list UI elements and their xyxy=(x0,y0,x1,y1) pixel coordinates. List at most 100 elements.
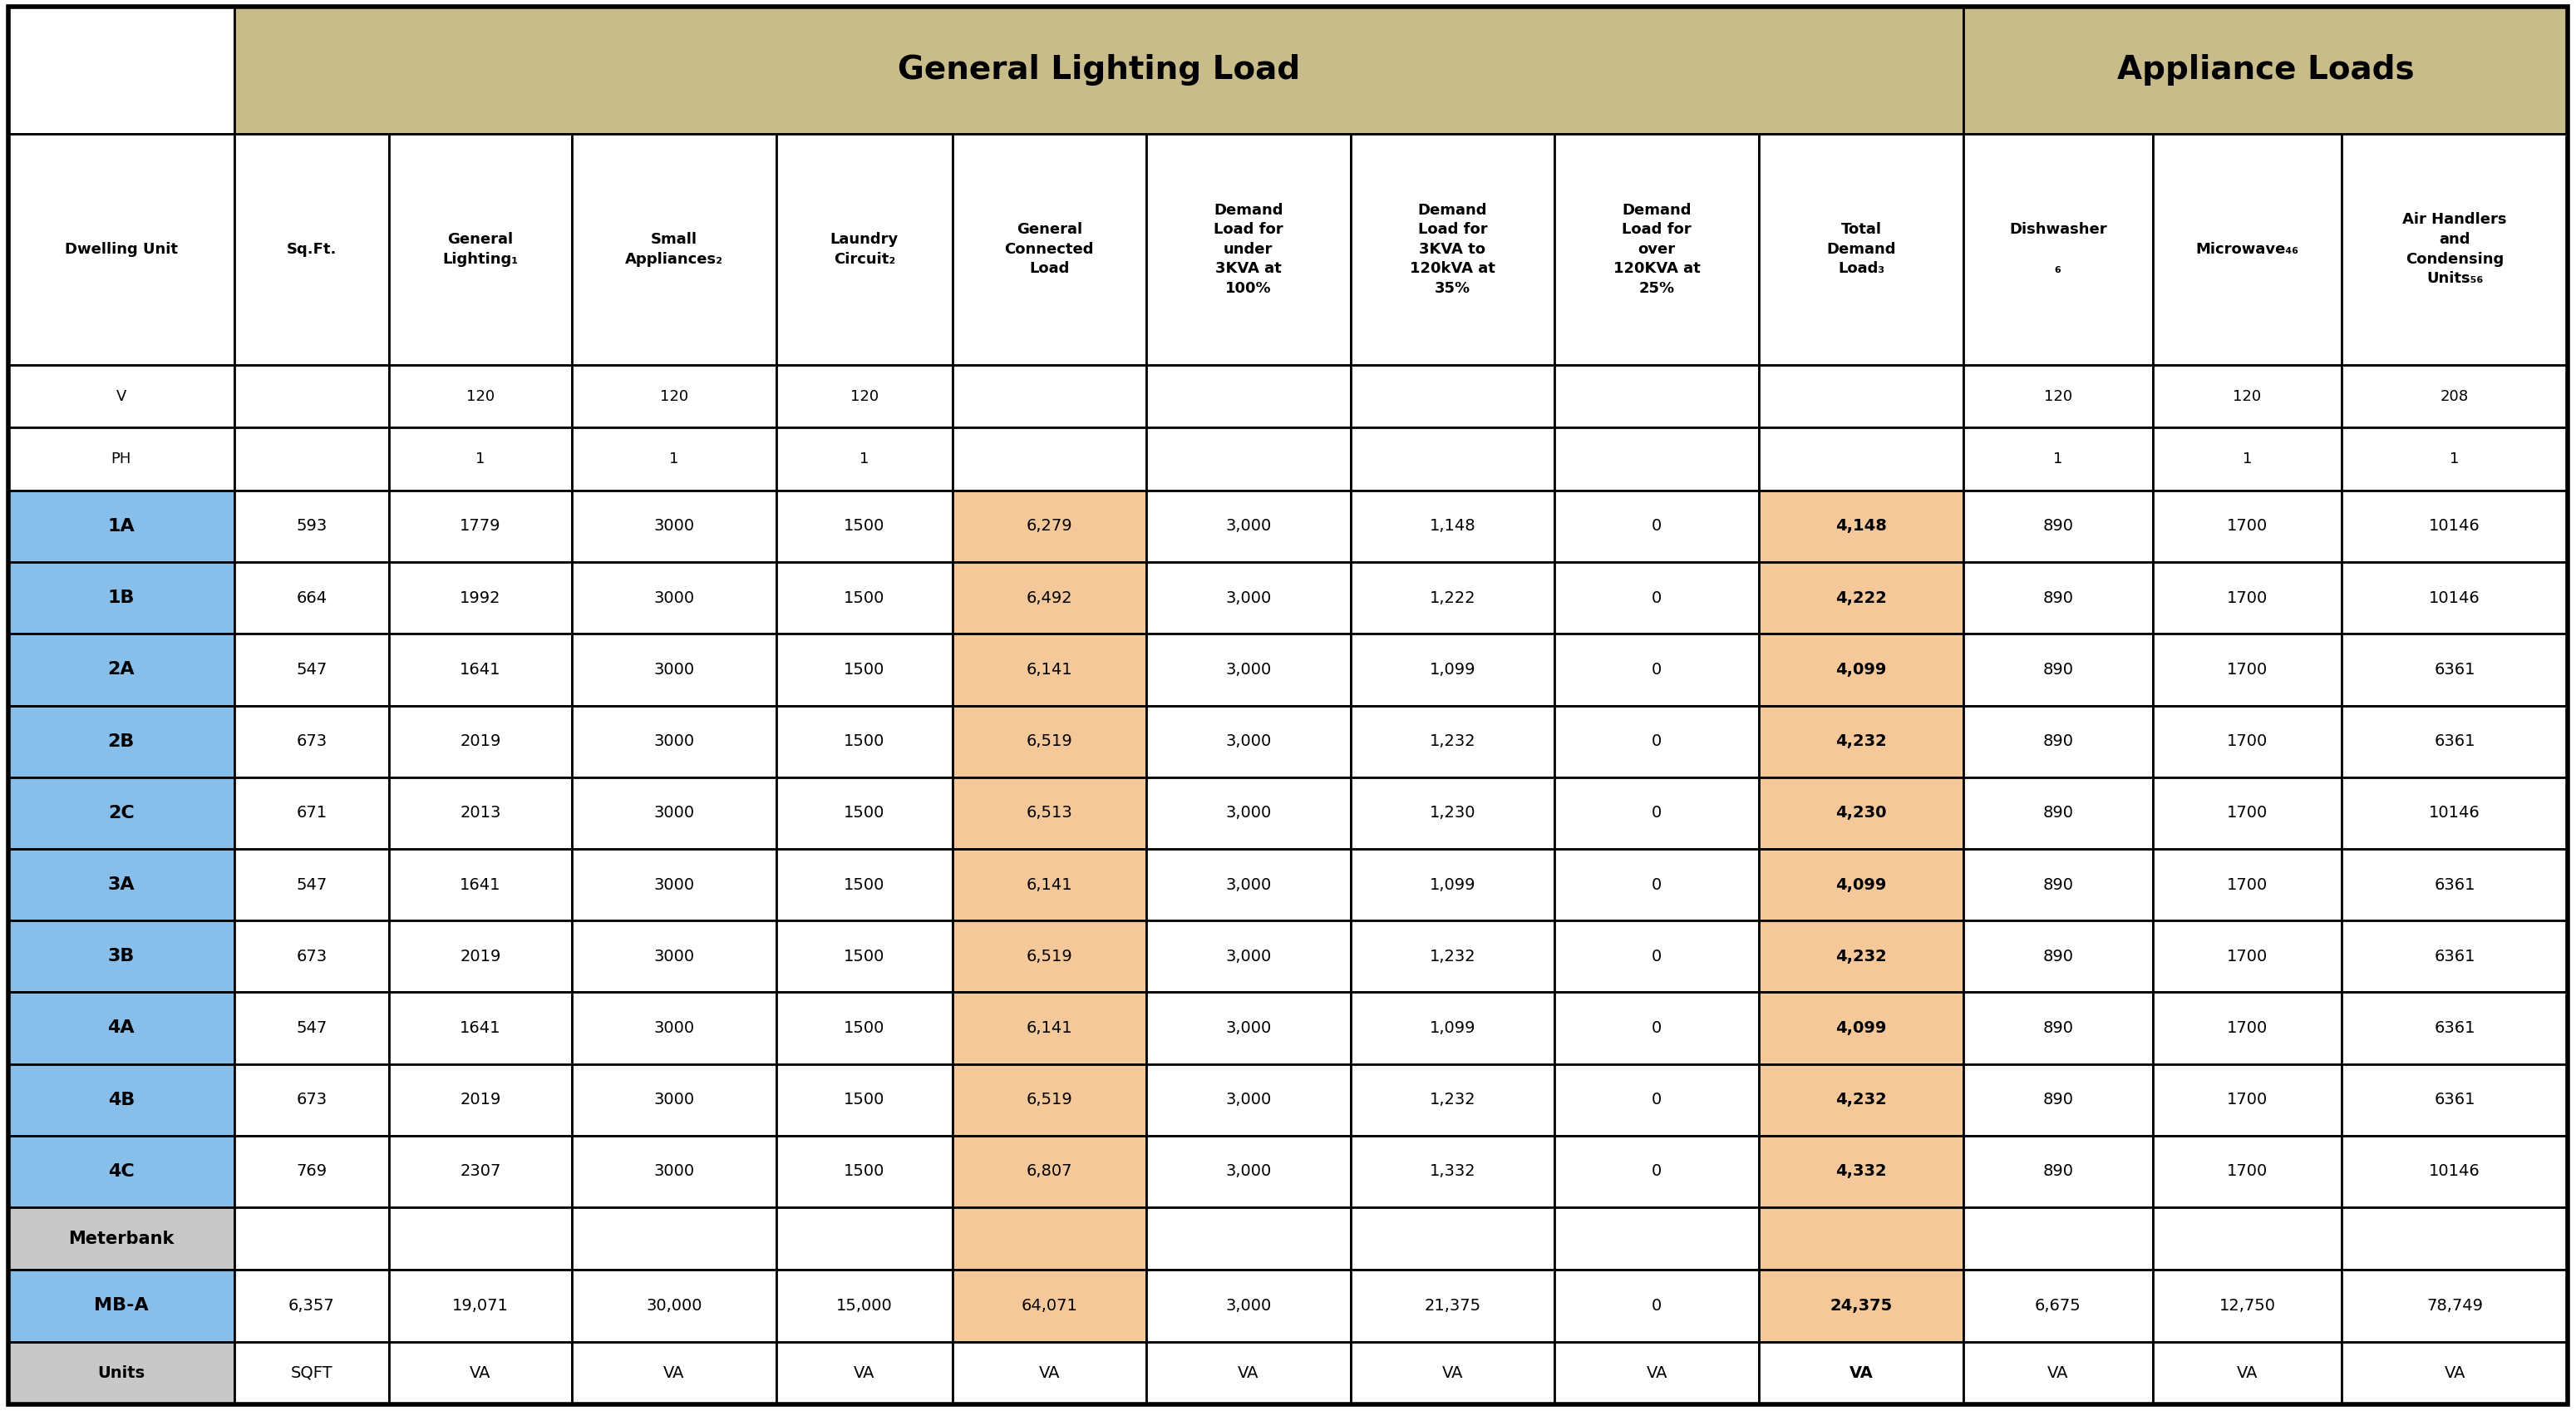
Bar xyxy=(389,428,572,491)
Bar xyxy=(389,1342,572,1404)
Text: 1: 1 xyxy=(670,452,677,467)
Text: PH: PH xyxy=(111,452,131,467)
Bar xyxy=(1759,920,1963,992)
Text: 673: 673 xyxy=(296,734,327,749)
Bar xyxy=(234,365,389,428)
Text: 19,071: 19,071 xyxy=(453,1298,507,1314)
Bar xyxy=(953,992,1146,1064)
Text: 547: 547 xyxy=(296,662,327,677)
Bar xyxy=(775,777,953,849)
Text: 0: 0 xyxy=(1651,876,1662,893)
Text: 890: 890 xyxy=(2043,518,2074,535)
Bar xyxy=(953,428,1146,491)
Bar xyxy=(1350,634,1556,706)
Bar xyxy=(1759,1136,1963,1208)
Text: 6361: 6361 xyxy=(2434,662,2476,677)
Bar xyxy=(572,777,775,849)
Bar xyxy=(234,849,389,920)
Bar xyxy=(572,1064,775,1136)
Text: 890: 890 xyxy=(2043,1092,2074,1108)
Bar xyxy=(2154,1136,2342,1208)
Text: VA: VA xyxy=(1646,1364,1667,1381)
Bar xyxy=(1556,706,1759,777)
Text: 2B: 2B xyxy=(108,734,134,749)
Text: 1,222: 1,222 xyxy=(1430,590,1476,605)
Bar xyxy=(234,634,389,706)
Text: 6,141: 6,141 xyxy=(1025,876,1072,893)
Bar xyxy=(1556,1136,1759,1208)
Bar xyxy=(2342,491,2568,562)
Bar xyxy=(1146,706,1350,777)
Bar xyxy=(2342,920,2568,992)
Bar xyxy=(1146,491,1350,562)
Bar xyxy=(234,491,389,562)
Text: 10146: 10146 xyxy=(2429,1164,2481,1180)
Bar xyxy=(572,491,775,562)
Bar xyxy=(1350,920,1556,992)
Text: 1700: 1700 xyxy=(2226,590,2267,605)
Bar xyxy=(1146,1342,1350,1404)
Bar xyxy=(389,634,572,706)
Text: 6,675: 6,675 xyxy=(2035,1298,2081,1314)
Bar xyxy=(1963,992,2154,1064)
Text: 1,332: 1,332 xyxy=(1430,1164,1476,1180)
Text: VA: VA xyxy=(1443,1364,1463,1381)
Text: 3,000: 3,000 xyxy=(1226,662,1270,677)
Bar xyxy=(1556,920,1759,992)
Bar xyxy=(8,1270,234,1342)
Bar xyxy=(2154,634,2342,706)
Text: 671: 671 xyxy=(296,806,327,821)
Text: 30,000: 30,000 xyxy=(647,1298,703,1314)
Text: 2019: 2019 xyxy=(461,948,500,964)
Text: 2019: 2019 xyxy=(461,734,500,749)
Bar xyxy=(572,1342,775,1404)
Bar xyxy=(1146,849,1350,920)
Bar xyxy=(389,1064,572,1136)
Bar xyxy=(234,1208,389,1270)
Text: 64,071: 64,071 xyxy=(1020,1298,1077,1314)
Bar xyxy=(1350,849,1556,920)
Bar xyxy=(953,1342,1146,1404)
Bar xyxy=(1963,634,2154,706)
Bar xyxy=(572,428,775,491)
Text: 3,000: 3,000 xyxy=(1226,1298,1270,1314)
Text: 3,000: 3,000 xyxy=(1226,806,1270,821)
Text: Demand
Load for
over
120KVA at
25%: Demand Load for over 120KVA at 25% xyxy=(1613,203,1700,296)
Bar xyxy=(572,849,775,920)
Text: 1500: 1500 xyxy=(845,1020,884,1036)
Bar xyxy=(8,7,234,134)
Text: VA: VA xyxy=(1236,1364,1260,1381)
Text: 3000: 3000 xyxy=(654,590,696,605)
Text: 0: 0 xyxy=(1651,590,1662,605)
Bar xyxy=(1759,562,1963,634)
Text: 21,375: 21,375 xyxy=(1425,1298,1481,1314)
Text: Dishwasher

₆: Dishwasher ₆ xyxy=(2009,222,2107,277)
Bar xyxy=(389,849,572,920)
Bar xyxy=(2154,365,2342,428)
Text: 4,232: 4,232 xyxy=(1837,948,1886,964)
Text: 0: 0 xyxy=(1651,1020,1662,1036)
Bar xyxy=(775,562,953,634)
Bar xyxy=(1963,920,2154,992)
Text: 4,232: 4,232 xyxy=(1837,734,1886,749)
Bar xyxy=(1350,428,1556,491)
Bar xyxy=(2342,849,2568,920)
Bar xyxy=(2342,1270,2568,1342)
Bar xyxy=(2154,849,2342,920)
Bar xyxy=(389,134,572,365)
Text: 1: 1 xyxy=(2053,452,2063,467)
Text: 1,099: 1,099 xyxy=(1430,662,1476,677)
Text: 1500: 1500 xyxy=(845,1164,884,1180)
Text: 890: 890 xyxy=(2043,590,2074,605)
Text: 2A: 2A xyxy=(108,662,134,677)
Bar xyxy=(1759,365,1963,428)
Text: 78,749: 78,749 xyxy=(2427,1298,2483,1314)
Bar xyxy=(1963,428,2154,491)
Bar xyxy=(1963,562,2154,634)
Text: 120: 120 xyxy=(2233,389,2262,404)
Text: 1500: 1500 xyxy=(845,518,884,535)
Bar xyxy=(1146,365,1350,428)
Bar xyxy=(1556,562,1759,634)
Bar xyxy=(1963,491,2154,562)
Text: Total
Demand
Load₃: Total Demand Load₃ xyxy=(1826,222,1896,277)
